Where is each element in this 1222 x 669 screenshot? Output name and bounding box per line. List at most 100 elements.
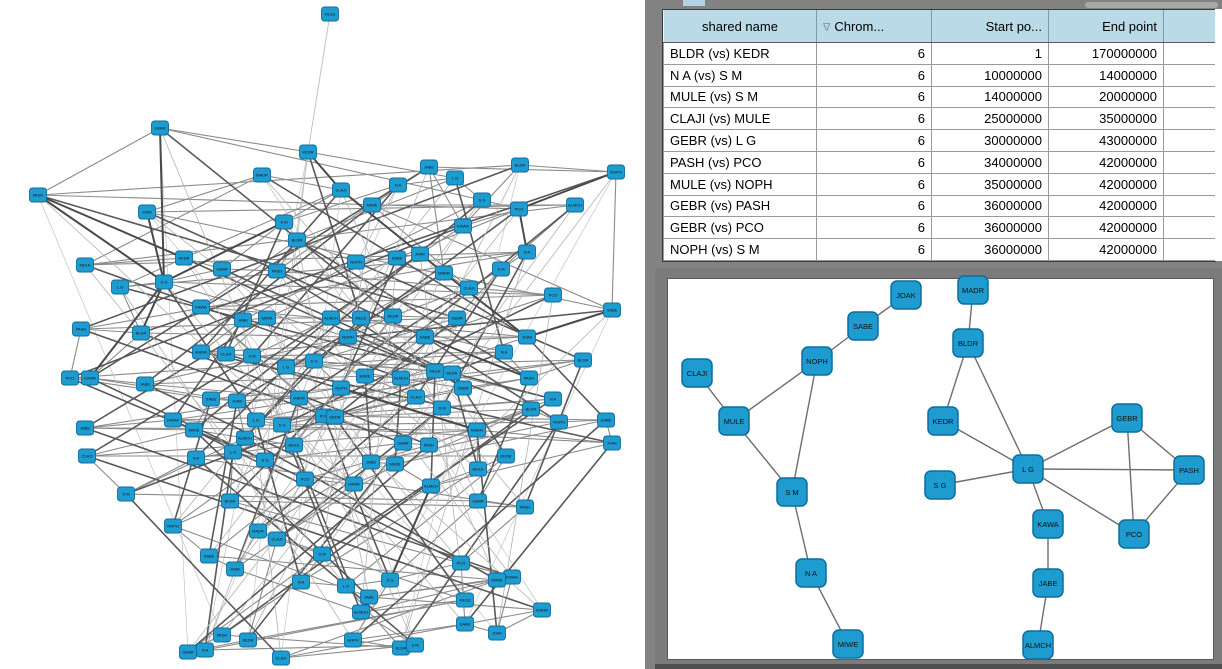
detail-node[interactable]: JABE [1032,568,1064,598]
detail-node[interactable]: N A [795,558,827,588]
table-cell[interactable]: 11.4 [1163,150,1222,174]
overview-node[interactable]: L G [277,359,295,375]
overview-node[interactable]: JABE [420,159,438,175]
overview-node[interactable]: CLAJI [272,650,290,666]
overview-node[interactable]: BLDR [221,493,239,509]
table-cell[interactable]: 7.5 [1163,85,1222,109]
table-cell[interactable]: 14000000 [1048,63,1164,87]
overview-node[interactable]: SABE [388,250,406,266]
overview-node[interactable]: JABE [76,420,94,436]
overview-node[interactable]: KEDR [175,250,193,266]
overview-node[interactable]: PASH [268,263,286,279]
overview-node[interactable]: CLAJI [78,448,96,464]
detail-node[interactable]: CLAJI [681,358,713,388]
table-cell[interactable]: CLAJI (vs) MULE [663,107,817,131]
table-cell[interactable]: GEBR (vs) PASH [663,194,817,218]
table-cell[interactable]: NOPH (vs) S M [663,238,817,261]
detail-node[interactable]: MULE [718,406,750,436]
overview-node[interactable]: S G [305,353,323,369]
detail-edge[interactable] [1027,468,1190,471]
detail-node[interactable]: GEBR [1111,403,1143,433]
detail-node[interactable]: NOPH [801,346,833,376]
detail-node[interactable]: KAWA [1032,509,1064,539]
table-row[interactable]: BLDR (vs) KEDR61170000000192.0 [663,42,1222,65]
overview-node[interactable]: S G [155,274,173,290]
overview-node[interactable]: MADR [533,602,551,618]
overview-node[interactable]: S G [256,452,274,468]
overview-node[interactable]: PCO [296,471,314,487]
overview-node[interactable]: KEDR [384,308,402,324]
overview-node[interactable]: KAWA [81,370,99,386]
overview-node[interactable]: S G [273,417,291,433]
overview-node[interactable]: N A [544,391,562,407]
table-row[interactable]: MULE (vs) NOPH6350000004200000010.5 [663,172,1222,196]
overview-node[interactable]: MADR [435,265,453,281]
overview-node[interactable]: NOPH [164,518,182,534]
detail-network-canvas[interactable]: JOAK MADR SABE BLDR NOPH CLAJI MULE KEDR GEBR L G… [655,268,1222,669]
overview-node[interactable]: N A [196,642,214,658]
overview-node[interactable]: S M [492,261,510,277]
overview-node[interactable]: BLDR [574,352,592,368]
column-header[interactable]: shared name [663,10,817,43]
overview-node[interactable]: ALMCH [236,430,254,446]
overview-node[interactable]: MIWE [386,456,404,472]
overview-node[interactable]: N A [292,574,310,590]
detail-edge[interactable] [967,342,1029,470]
table-cell[interactable]: 42000000 [1048,150,1164,174]
overview-node[interactable]: MIWE [363,197,381,213]
table-cell[interactable]: 170000000 [1048,42,1164,65]
detail-node[interactable]: PASH [1173,455,1205,485]
overview-node[interactable]: PASH [516,499,534,515]
table-cell[interactable]: BLDR (vs) KEDR [663,42,817,65]
overview-node[interactable]: L G [111,279,129,295]
overview-node[interactable]: MIWE [488,572,506,588]
overview-node[interactable]: SABE [202,391,220,407]
overview-node[interactable]: JABE [136,376,154,392]
overview-node[interactable]: S G [381,572,399,588]
overview-node[interactable]: GEBR [469,493,487,509]
overview-node[interactable]: S M [406,637,424,653]
detail-node[interactable]: PCO [1118,519,1150,549]
table-cell[interactable]: 6 [816,172,932,196]
table-cell[interactable]: 6 [816,42,932,65]
overview-node[interactable]: PCO [61,370,79,386]
overview-node[interactable]: PASH [72,321,90,337]
detail-edge[interactable] [1027,468,1135,535]
overview-node[interactable]: CLAJI [217,346,235,362]
overview-node[interactable]: KAWA [164,412,182,428]
table-row[interactable]: N A (vs) S M610000000140000006.6 [663,63,1222,87]
overview-node[interactable]: SABE [456,616,474,632]
overview-node[interactable]: MIWE [185,422,203,438]
overview-node[interactable]: JOAK [411,246,429,262]
overview-node[interactable]: GEBR [151,120,169,136]
overview-node[interactable]: N A [495,344,513,360]
overview-node[interactable]: ALMCH [352,604,370,620]
overview-node[interactable]: S M [243,348,261,364]
table-cell[interactable]: 43000000 [1048,129,1164,152]
column-header[interactable]: Start po... [931,10,1049,43]
overview-node[interactable]: GEBR [179,644,197,660]
overview-node[interactable]: MULE [285,437,303,453]
overview-node[interactable]: PASH [420,437,438,453]
detail-node[interactable]: KEDR [927,406,959,436]
table-row[interactable]: GEBR (vs) PCO636000000420000008.4 [663,216,1222,240]
table-cell[interactable]: 25000000 [931,107,1049,131]
overview-node[interactable]: S M [117,486,135,502]
overview-node[interactable]: S M [313,546,331,562]
overview-node[interactable]: CLAJI [332,182,350,198]
overview-node[interactable]: MULE [321,6,339,22]
overview-node[interactable]: BLDR [132,325,150,341]
overview-node[interactable]: NOPH [347,254,365,270]
table-cell[interactable]: 6 [816,107,932,131]
column-header[interactable]: ∇ Chrom... [816,10,932,43]
table-row[interactable]: GEBR (vs) PASH636000000420000008.9 [663,194,1222,218]
overview-node[interactable]: PASH [520,370,538,386]
overview-node[interactable]: L G [247,412,265,428]
overview-node[interactable]: KEDR [239,632,257,648]
table-row[interactable]: MULE (vs) S M614000000200000007.5 [663,85,1222,109]
table-cell[interactable]: 6 [816,150,932,174]
detail-node[interactable]: ALMCH [1022,630,1054,660]
overview-network-canvas[interactable]: MULE KEDR GEBR PASH BLDR NOPH SABE JOAK MADR CLAJ… [0,0,645,669]
overview-node[interactable]: MULE [352,310,370,326]
table-cell[interactable]: 5.9 [1163,107,1222,131]
